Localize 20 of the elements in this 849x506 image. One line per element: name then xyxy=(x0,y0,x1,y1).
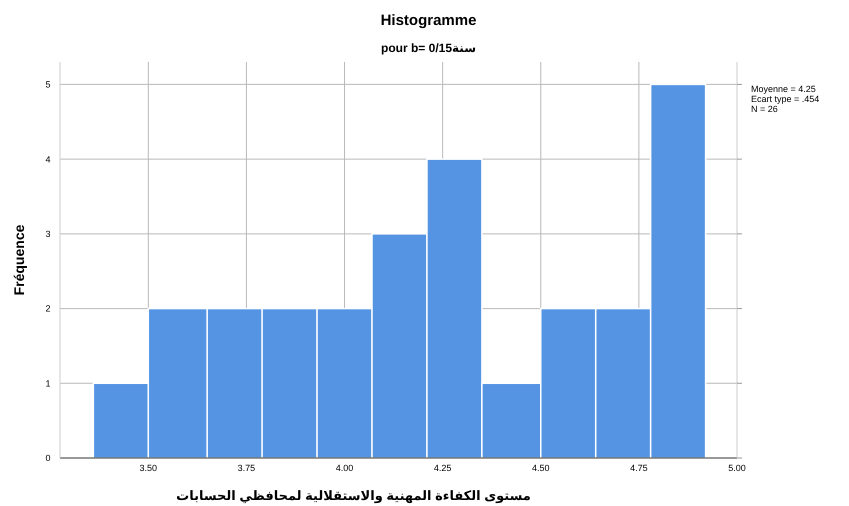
x-tick-label: 4.25 xyxy=(434,463,452,473)
y-tick-label: 5 xyxy=(45,80,51,90)
text: Moyenne = 4.25 xyxy=(751,84,816,94)
y-tick-label: 2 xyxy=(45,304,51,314)
y-tick-label: 3 xyxy=(45,229,51,239)
y-tick-label: 1 xyxy=(45,378,51,388)
x-tick-label: 4.00 xyxy=(336,463,354,473)
x-tick-label: 3.75 xyxy=(238,463,256,473)
chart-title: Histogramme xyxy=(380,12,476,29)
x-axis-title: مستوى الكفاءة المهنية والاستقلالية لمحافظي الحسابات xyxy=(176,488,531,504)
y-tick-label: 0 xyxy=(45,453,51,464)
x-tick-label: 5.00 xyxy=(728,463,746,473)
x-tick-label: 3.50 xyxy=(140,463,158,473)
y-tick-label: 4 xyxy=(45,154,51,164)
y-axis-title: Fréquence xyxy=(11,224,27,296)
text: N = 26 xyxy=(751,104,778,114)
chart-subtitle: pour b= 0/15سنة xyxy=(380,41,476,55)
text: Ecart type = .454 xyxy=(751,94,820,104)
x-tick-label: 4.75 xyxy=(630,463,648,473)
x-tick-label: 4.50 xyxy=(532,463,550,473)
